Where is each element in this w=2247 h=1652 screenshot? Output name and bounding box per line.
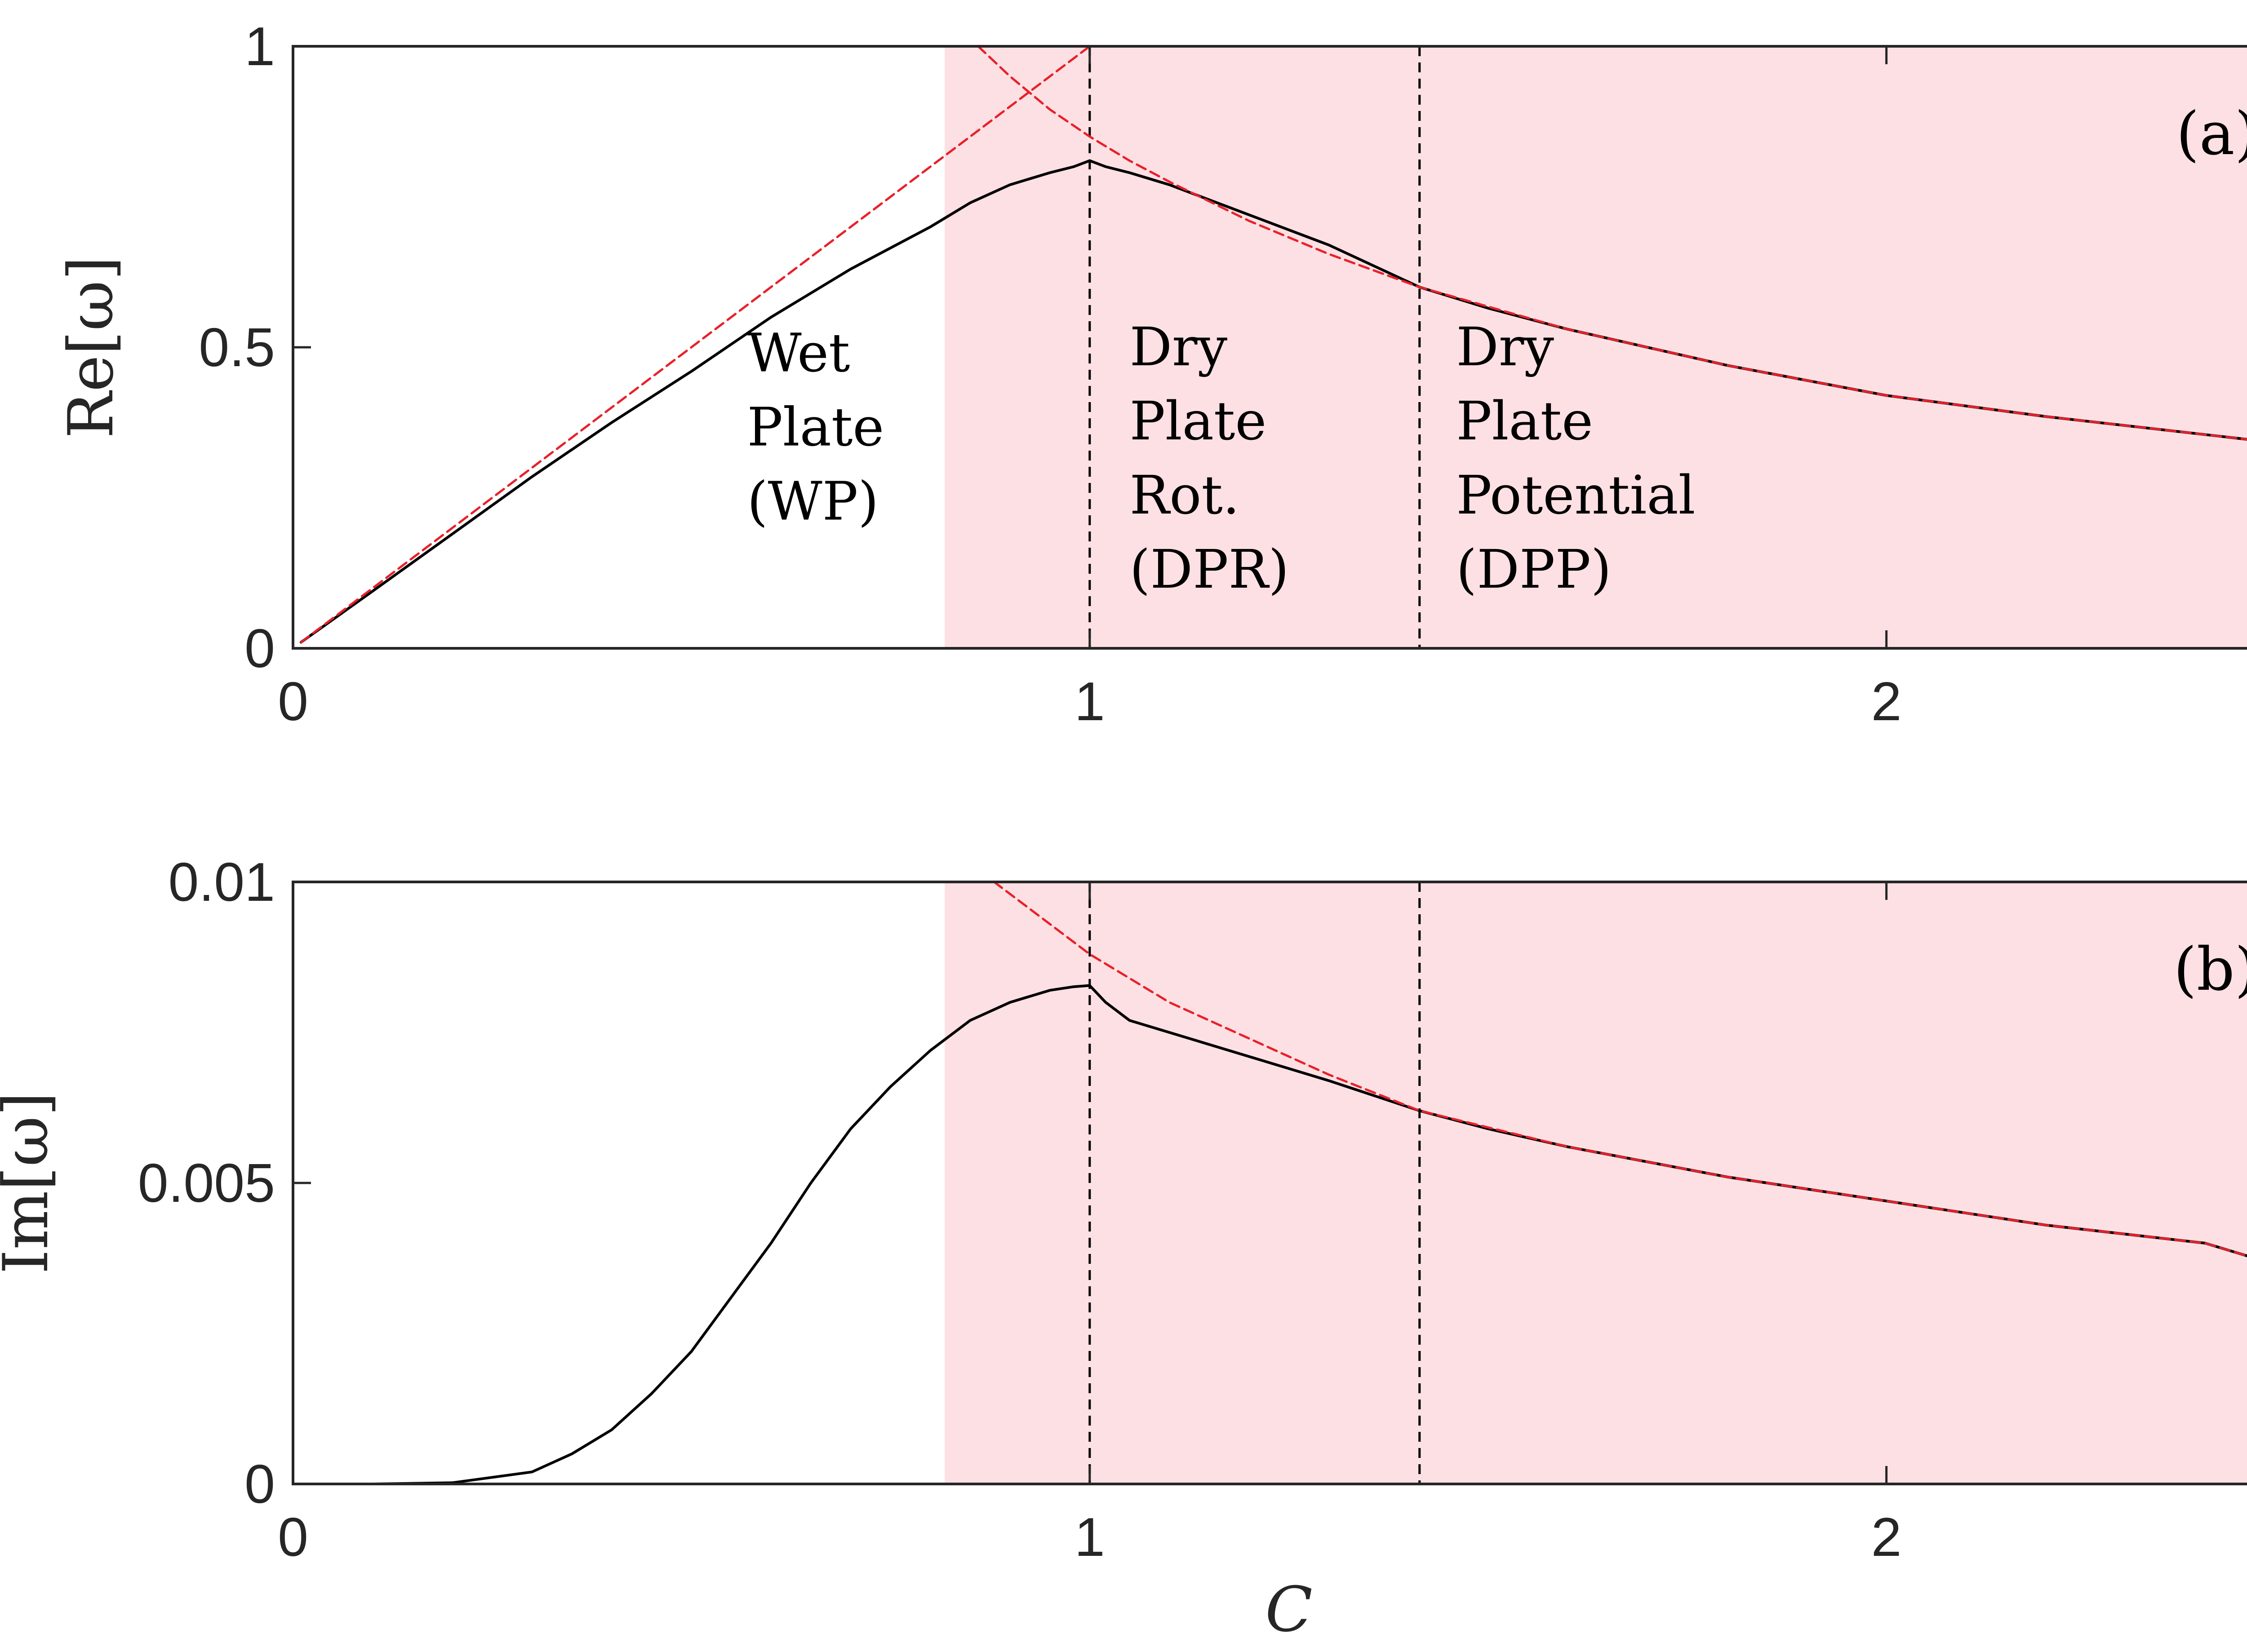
- region-label-line: Dry: [1129, 316, 1227, 378]
- xtick-label: 0: [278, 1506, 308, 1568]
- ytick-label: 0.5: [199, 317, 275, 378]
- xtick-label: 1: [1075, 1506, 1105, 1568]
- shaded-region: [945, 882, 2247, 1484]
- region-label-line: Potential: [1456, 464, 1695, 526]
- region-label-line: Rot.: [1129, 464, 1239, 526]
- xtick-label: 2: [1871, 1506, 1902, 1568]
- shaded-region: [945, 46, 2247, 648]
- region-label-line: Dry: [1456, 316, 1554, 378]
- series-line-asymptote-dry: [977, 46, 2247, 441]
- region-label-line: Plate: [1129, 390, 1266, 452]
- panel-label: (a): [2176, 99, 2247, 168]
- ytick-label: 0.01: [169, 851, 275, 912]
- plot-area: [293, 882, 2247, 1484]
- region-label-line: Plate: [1456, 390, 1593, 452]
- panel-a: 0 1 2 0 0.5 1 Re[ω] (a) Wet Plate (WP) Dry Plate Rot.…: [55, 16, 2247, 732]
- xtick-label: 2: [1871, 671, 1902, 732]
- xtick-label: 1: [1075, 671, 1105, 732]
- y-axis-label: Im[ω]: [0, 1092, 62, 1274]
- series-line-asymptote-dry: [993, 882, 2247, 1257]
- ytick-label: 0: [244, 1453, 275, 1515]
- region-label-line: Wet: [747, 322, 850, 384]
- region-label-line: (DPP): [1456, 538, 1611, 600]
- region-label-line: (DPR): [1129, 538, 1289, 600]
- region-label-line: (WP): [747, 470, 879, 532]
- series-line-asymptote-WP: [300, 46, 1091, 644]
- series-line-full-solution: [293, 984, 2247, 1484]
- panel-b: 0 1 2 0 0.005 0.01 Im[ω] C (b): [0, 851, 2247, 1646]
- ytick-label: 0: [244, 618, 275, 679]
- panel-label: (b): [2174, 935, 2247, 1004]
- xtick-label: 0: [278, 671, 308, 732]
- x-axis-label: C: [1265, 1573, 1313, 1646]
- region-label-line: Plate: [747, 396, 884, 458]
- ytick-label: 0.005: [138, 1152, 275, 1214]
- ytick-label: 1: [244, 16, 275, 77]
- y-axis-label: Re[ω]: [55, 256, 127, 438]
- plot-area: [299, 46, 2247, 644]
